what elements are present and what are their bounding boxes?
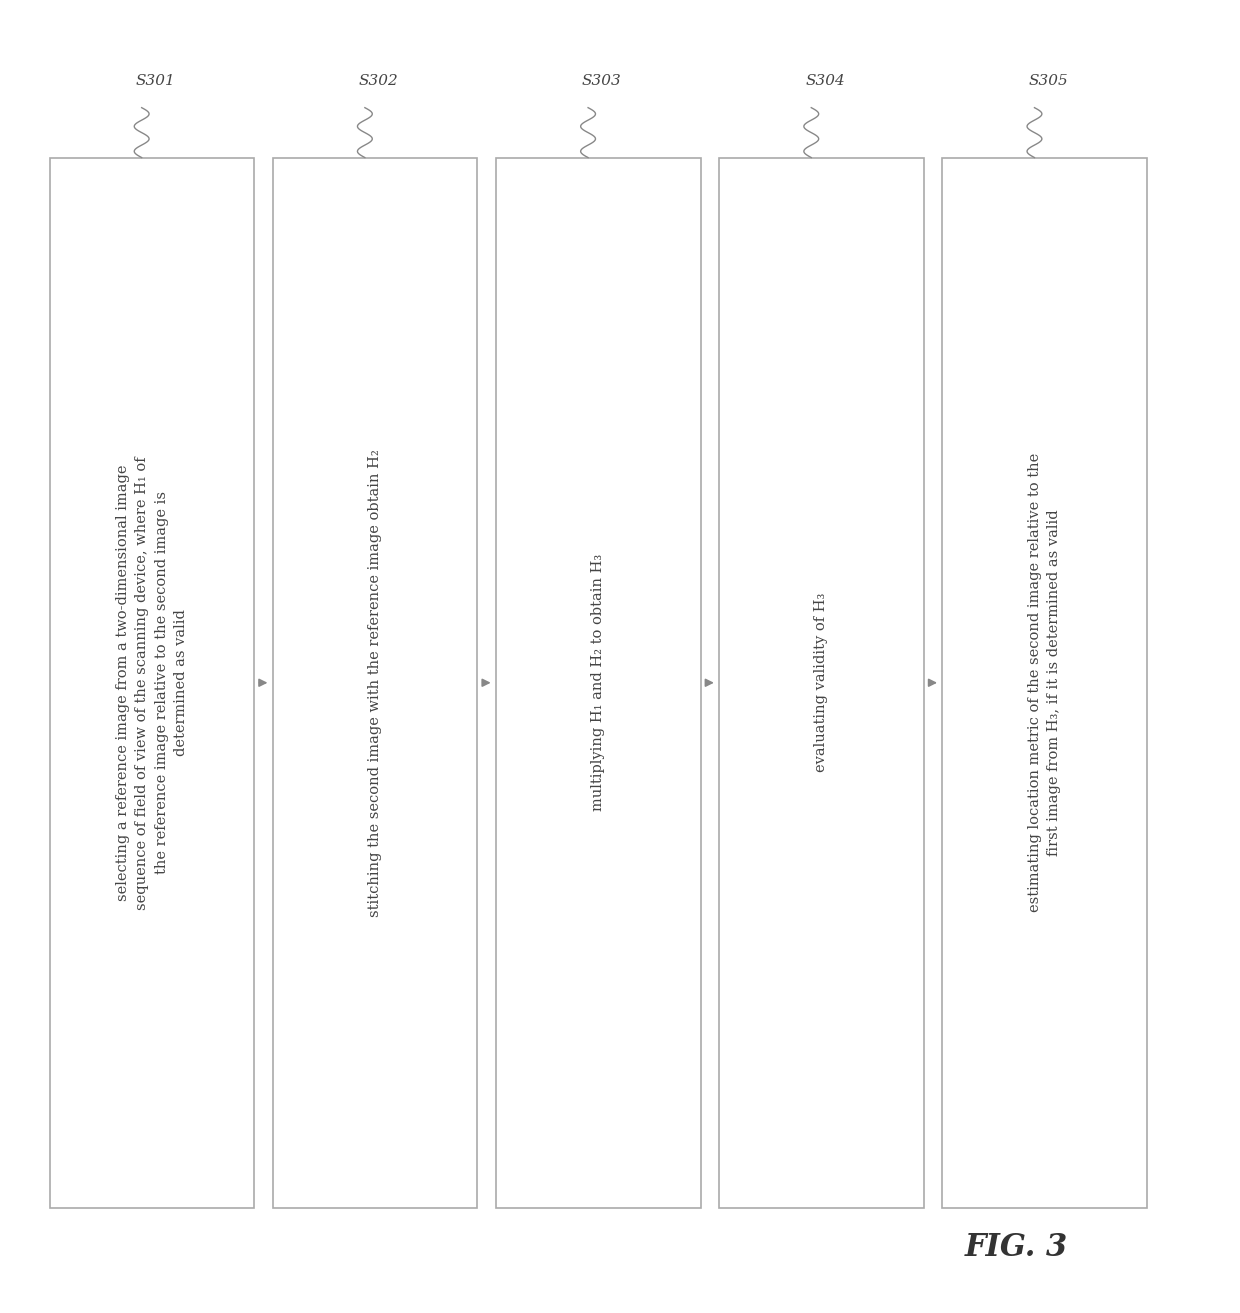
Text: S304: S304 xyxy=(805,74,844,88)
Bar xyxy=(273,158,477,1208)
Text: selecting a reference image from a two-dimensional image
sequence of field of vi: selecting a reference image from a two-d… xyxy=(115,456,188,910)
Text: FIG. 3: FIG. 3 xyxy=(965,1232,1069,1263)
Text: stitching the second image with the reference image obtain H₂: stitching the second image with the refe… xyxy=(368,449,382,916)
Text: evaluating validity of H₃: evaluating validity of H₃ xyxy=(815,593,828,772)
Text: S305: S305 xyxy=(1028,74,1068,88)
Text: estimating location metric of the second image relative to the
first image from : estimating location metric of the second… xyxy=(1028,453,1061,913)
Text: S301: S301 xyxy=(135,74,175,88)
Text: multiplying H₁ and H₂ to obtain H₃: multiplying H₁ and H₂ to obtain H₃ xyxy=(591,554,605,811)
Text: S303: S303 xyxy=(582,74,621,88)
Text: S302: S302 xyxy=(358,74,398,88)
Bar xyxy=(942,158,1147,1208)
Bar xyxy=(496,158,701,1208)
Bar xyxy=(50,158,254,1208)
Bar xyxy=(719,158,924,1208)
